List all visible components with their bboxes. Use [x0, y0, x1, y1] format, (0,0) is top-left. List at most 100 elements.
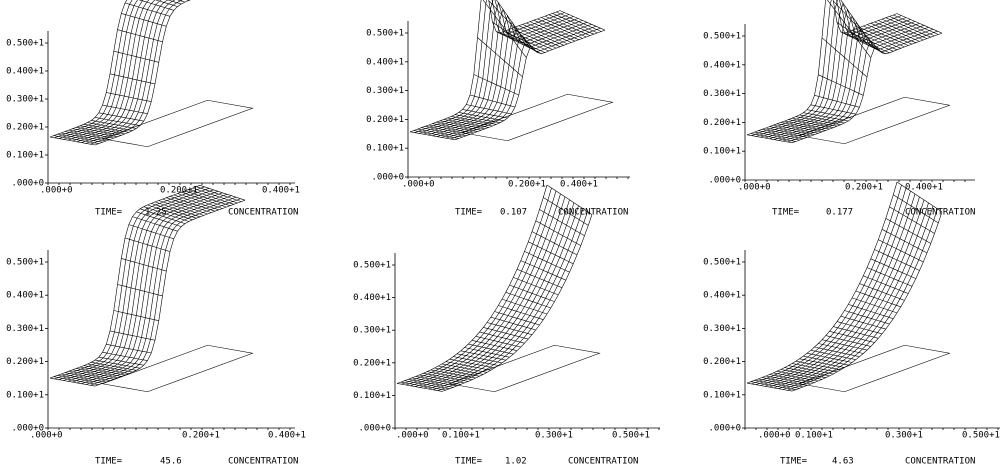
surface-line	[118, 285, 163, 296]
y-tick-label: 0.300+1	[366, 86, 404, 96]
surface-line	[897, 14, 942, 33]
surface-line	[863, 276, 908, 294]
surface-line	[103, 105, 148, 114]
surface-line	[472, 340, 517, 350]
time-label: TIME=	[780, 457, 808, 466]
x-tick-label: .000+0	[738, 183, 771, 193]
y-tick-label: 0.100+1	[366, 144, 404, 154]
surface-line	[781, 122, 826, 130]
surface-line	[882, 19, 927, 38]
surface-line	[765, 194, 915, 386]
surface-line	[770, 197, 920, 387]
surface-line	[761, 191, 911, 386]
surface-line	[397, 383, 442, 391]
panel: .000+00.100+10.200+10.300+10.400+10.500+…	[366, 0, 630, 217]
surface-line	[498, 306, 543, 320]
surface-line	[530, 22, 575, 41]
surface-line	[560, 11, 605, 31]
surface-line	[418, 129, 463, 137]
x-tick-label: 0.100+1	[442, 431, 480, 441]
surface-line	[826, 336, 871, 347]
time-label: TIME=	[455, 457, 483, 466]
surface-line	[833, 327, 878, 339]
surface-line	[528, 242, 573, 264]
surface-line	[871, 23, 916, 43]
surface-line	[54, 377, 99, 385]
surface-line	[841, 316, 886, 329]
surface-line	[519, 26, 564, 46]
caption: CONCENTRATION	[905, 457, 975, 466]
surface-line	[50, 137, 95, 145]
floor-outline	[800, 97, 950, 144]
surface-line	[506, 292, 551, 308]
y-tick-label: 0.100+1	[703, 147, 741, 157]
surface-line	[65, 373, 110, 381]
y-tick-label: 0.200+1	[353, 358, 391, 368]
x-tick-label: 0.400+1	[560, 180, 598, 190]
panel: .000+00.100+10.200+10.300+10.400+10.500+…	[6, 185, 306, 466]
surface-line	[852, 298, 897, 313]
surface-line	[50, 378, 95, 386]
x-tick-label: .000+0	[30, 431, 63, 441]
surface-line	[114, 311, 159, 321]
time-value: 1.02	[505, 457, 527, 466]
surface-line	[758, 131, 803, 139]
y-tick-label: 0.200+1	[703, 118, 741, 128]
surface-line	[886, 18, 931, 38]
time-label: TIME=	[455, 208, 483, 218]
x-tick-label: 0.500+1	[612, 431, 650, 441]
surface-line	[106, 344, 151, 353]
surface-line	[476, 336, 521, 347]
surface-line	[774, 22, 924, 139]
surface-line	[867, 25, 912, 44]
surface-line	[783, 29, 933, 141]
surface-line	[86, 0, 236, 143]
surface-line	[878, 240, 923, 262]
surface-line	[783, 206, 933, 390]
x-tick-label: 0.500+1	[962, 431, 1000, 441]
surface-line	[848, 32, 893, 52]
floor-outline	[800, 345, 950, 392]
surface-line	[747, 182, 897, 383]
surface-line	[856, 29, 901, 49]
time-value: 45.6	[160, 457, 182, 466]
time-value: 4.63	[832, 457, 854, 466]
surface-line	[536, 221, 581, 246]
y-tick-label: 0.100+1	[703, 390, 741, 400]
x-tick-label: 0.200+1	[845, 183, 883, 193]
panel: .000+0 0.100+1 0.200+1 0.300+1 0.400+1 0.500+…	[353, 185, 660, 466]
x-tick-label: .000+0	[402, 180, 435, 190]
surface-line	[106, 93, 151, 102]
panel: .000+00.100+10.200+10.300+10.400+10.500+…	[703, 182, 1000, 466]
surface-line	[756, 188, 906, 385]
surface-line	[863, 26, 908, 46]
surface-line	[410, 0, 560, 132]
surface-line	[495, 312, 540, 326]
surface-line	[82, 0, 232, 143]
surface-line	[747, 0, 897, 135]
x-tick-label: 0.400+1	[268, 431, 306, 441]
y-tick-label: 0.500+1	[6, 258, 44, 268]
y-tick-label: 0.500+1	[703, 258, 741, 268]
surface-line	[747, 135, 792, 143]
y-tick-label: 0.300+1	[6, 324, 44, 334]
y-tick-label: 0.500+1	[703, 32, 741, 42]
surface-line	[871, 259, 916, 279]
y-tick-label: 0.500+1	[6, 39, 44, 49]
x-tick-label: 0.200+1	[508, 180, 546, 190]
time-value: 0.107	[500, 208, 527, 218]
surface-line	[121, 258, 166, 271]
y-tick-label: 0.400+1	[353, 293, 391, 303]
surface-line	[747, 383, 792, 391]
surface-line	[82, 196, 232, 384]
surface-line	[541, 18, 586, 38]
y-tick-label: 0.100+1	[6, 390, 44, 400]
surface-line	[532, 232, 577, 255]
y-tick-label: .000+0	[358, 424, 391, 434]
surface-line	[837, 322, 882, 334]
surface-line	[848, 304, 893, 318]
surface-line	[91, 199, 241, 386]
caption: CONCENTRATION	[228, 457, 298, 466]
y-tick-label: 0.300+1	[353, 326, 391, 336]
time-label: TIME=	[95, 457, 123, 466]
